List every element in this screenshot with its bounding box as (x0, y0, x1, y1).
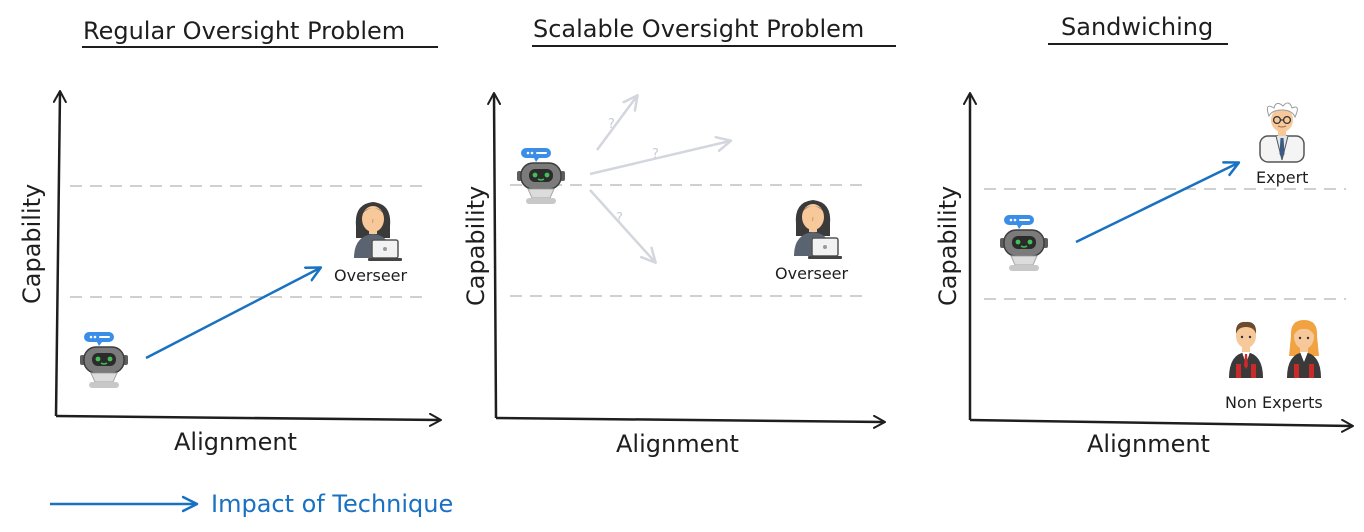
question-mark: ? (608, 117, 615, 132)
x-axis-label: Alignment (174, 428, 297, 456)
y-axis-label: Capability (462, 186, 490, 306)
technique-arrow (145, 268, 320, 360)
panel-regular-oversight: Regular Oversight Problem Capability Ali… (18, 17, 442, 456)
panel-title: Sandwiching (1061, 13, 1213, 41)
overseer-icon (353, 201, 403, 262)
expert-label: Expert (1256, 168, 1308, 187)
robot-icon (999, 214, 1049, 272)
uncertain-arrow-up (595, 96, 637, 151)
question-mark: ? (616, 211, 623, 226)
panel-title: Regular Oversight Problem (83, 17, 405, 45)
y-axis-label: Capability (934, 186, 962, 306)
overseer-label: Overseer (775, 264, 849, 283)
expert-icon (1259, 102, 1305, 163)
x-axis-label: Alignment (1087, 430, 1210, 458)
panel-scalable-oversight: Scalable Oversight Problem Capability Al… (462, 15, 896, 458)
non-expert-icon (1287, 320, 1321, 378)
overseer-label: Overseer (334, 266, 408, 285)
x-axis (495, 414, 886, 429)
panel-title: Scalable Oversight Problem (533, 15, 864, 43)
overseer-icon (793, 199, 843, 260)
legend-label: Impact of Technique (211, 490, 453, 518)
robot-icon (516, 147, 566, 205)
y-axis-label: Capability (18, 184, 46, 304)
technique-arrow (1075, 163, 1238, 244)
uncertain-arrow-down (589, 189, 655, 262)
non-experts-label: Non Experts (1225, 393, 1323, 412)
legend: Impact of Technique (50, 490, 453, 518)
robot-icon (79, 331, 129, 389)
uncertain-arrow-right (589, 141, 730, 176)
question-mark: ? (652, 147, 659, 162)
non-expert-icon (1229, 321, 1263, 378)
x-axis-label: Alignment (616, 430, 739, 458)
x-axis (55, 412, 442, 427)
panel-sandwiching: Sandwiching Capability Alignment Expert … (934, 13, 1354, 458)
y-axis (487, 92, 502, 419)
y-axis (52, 90, 67, 417)
x-axis (969, 418, 1354, 433)
